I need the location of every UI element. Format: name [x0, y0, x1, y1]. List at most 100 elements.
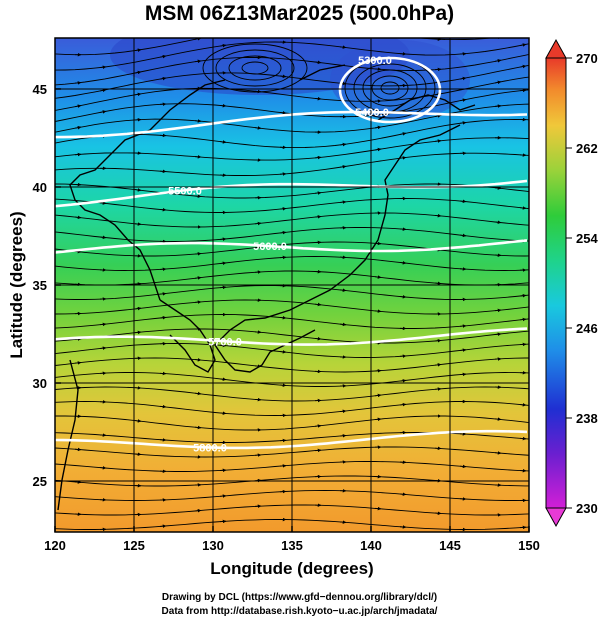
flow-arrow	[374, 125, 382, 130]
flow-arrow	[134, 48, 142, 52]
streamline	[55, 446, 529, 458]
streamline	[55, 285, 529, 300]
streamline	[55, 415, 529, 431]
flow-arrow	[159, 54, 167, 59]
flow-arrow	[194, 391, 202, 396]
flow-arrow	[459, 233, 467, 238]
flow-arrow	[459, 121, 467, 125]
flow-arrow	[519, 293, 527, 298]
streamline	[55, 64, 529, 99]
flow-arrow	[314, 302, 322, 307]
flow-arrow	[255, 28, 261, 29]
flow-arrow	[99, 346, 107, 350]
flow-arrow	[519, 403, 527, 407]
colorbar-tick-label: 270	[576, 51, 598, 66]
footer-credit-drawing: Drawing by DCL (https://www.gfd−dennou.o…	[161, 592, 438, 603]
contour-label: 5700.0	[208, 336, 242, 348]
flow-arrow	[314, 215, 322, 219]
flow-arrow	[194, 119, 202, 123]
flow-arrow	[459, 348, 467, 352]
flow-arrow	[134, 419, 142, 423]
flow-arrow	[494, 308, 502, 313]
flow-arrow	[279, 315, 287, 320]
colorbar-max-arrow	[545, 38, 567, 59]
cyclone-streamline	[380, 81, 400, 95]
flow-arrow	[314, 424, 322, 428]
flow-arrow	[99, 65, 107, 70]
flow-arrow	[494, 332, 502, 337]
y-axis-label: Latitude (degrees)	[7, 211, 26, 358]
streamline	[55, 314, 529, 329]
colorbar-tick-label: 246	[576, 321, 598, 336]
x-tick-label: 140	[360, 538, 382, 553]
trough-streamline	[241, 61, 269, 75]
contour-label: 5600.0	[253, 241, 287, 253]
y-tick-label: 40	[33, 180, 47, 195]
flow-arrow	[254, 330, 262, 334]
y-tick-label: 45	[33, 82, 47, 97]
streamline	[55, 41, 529, 71]
flow-arrow	[459, 76, 467, 81]
flow-arrow	[374, 147, 382, 152]
streamline	[55, 343, 529, 358]
flow-arrow	[494, 220, 502, 225]
flow-arrow	[519, 317, 527, 322]
flow-arrow	[159, 292, 167, 296]
flow-arrow	[494, 186, 502, 190]
flow-arrow	[314, 191, 322, 195]
flow-arrow	[279, 74, 287, 79]
flow-arrow	[339, 322, 347, 327]
flow-arrow	[74, 104, 82, 108]
streamline	[55, 432, 529, 443]
contour-label: 5300.0	[358, 55, 392, 67]
trough-streamline	[215, 49, 295, 87]
flow-arrow	[219, 411, 227, 415]
flow-arrow	[399, 260, 407, 265]
flow-arrow	[399, 132, 407, 136]
streamline	[55, 328, 529, 344]
flow-arrow	[519, 64, 527, 69]
flow-arrow	[519, 206, 527, 210]
chart-title: MSM 06Z13Mar2025 (500.0hPa)	[144, 2, 455, 25]
flow-arrow	[279, 230, 287, 235]
streamline	[55, 38, 496, 56]
flow-arrow	[159, 76, 167, 81]
flow-arrow	[134, 70, 142, 75]
streamline	[55, 299, 529, 315]
flow-arrow	[219, 377, 227, 382]
flow-arrow	[399, 378, 407, 383]
colorbar-body	[545, 57, 567, 509]
streamline	[55, 490, 529, 501]
flow-arrow	[99, 235, 107, 240]
trough-streamline	[202, 43, 308, 93]
flow-arrow	[159, 207, 167, 212]
flow-arrow	[339, 142, 347, 147]
flow-arrow	[134, 330, 142, 335]
colorbar-tick-label: 254	[576, 231, 598, 246]
streamline	[55, 504, 529, 516]
flow-arrow	[134, 306, 142, 311]
streamline	[55, 212, 529, 228]
flow-arrow	[399, 402, 407, 407]
streamline	[55, 103, 529, 133]
flow-arrow	[74, 125, 82, 130]
x-axis: 120 125 130 135 140 145 150	[44, 526, 540, 553]
colorbar-min-arrow	[545, 507, 567, 528]
flow-arrow	[159, 404, 167, 409]
cold-low-region	[330, 40, 470, 120]
flow-arrow	[219, 43, 227, 48]
flow-arrow	[254, 221, 262, 226]
streamline	[55, 241, 529, 257]
flow-arrow	[194, 425, 202, 430]
streamline	[55, 137, 529, 161]
streamline	[55, 357, 529, 373]
x-axis-label: Longitude (degrees)	[210, 559, 373, 578]
y-tick-label: 25	[33, 474, 47, 489]
flow-arrow	[219, 237, 227, 241]
colorbar: 230 238 246 254 262 270	[545, 38, 598, 528]
streamline	[55, 198, 529, 213]
flow-arrow	[339, 409, 347, 414]
flow-arrow	[279, 110, 287, 115]
contour-label: 5400.0	[355, 107, 389, 119]
streamline	[55, 152, 529, 176]
